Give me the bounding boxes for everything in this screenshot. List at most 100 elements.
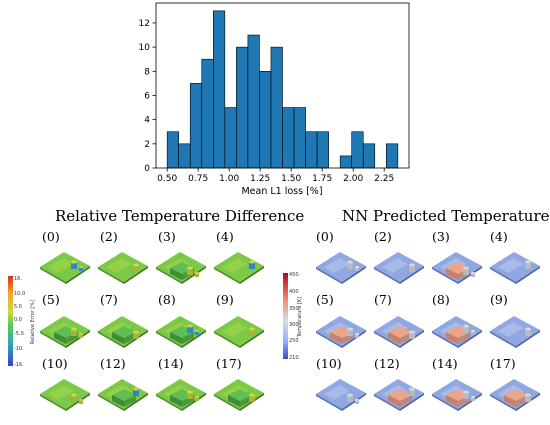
- plate-side-edge: [342, 266, 366, 284]
- component-block-top: [446, 389, 470, 401]
- component-cylinder-body: [79, 267, 83, 271]
- error-plate-render: [40, 379, 90, 411]
- plate-front-edge: [98, 267, 124, 284]
- plate-highlight: [440, 258, 466, 273]
- plate-front-edge: [98, 331, 124, 348]
- plate-front-edge: [490, 331, 516, 348]
- histogram-bar: [386, 144, 398, 168]
- x-tick-label: 1.50: [281, 174, 301, 184]
- component-cylinder-top: [355, 399, 359, 401]
- plate-side-edge: [66, 393, 90, 411]
- plate-highlight: [164, 258, 190, 273]
- plate-renders: [40, 252, 540, 411]
- component-block-side: [458, 332, 470, 344]
- component-block-side: [400, 395, 412, 407]
- x-tick-label: 0.75: [188, 174, 208, 184]
- plate-side-edge: [458, 266, 482, 284]
- component-cylinder-top: [249, 394, 255, 397]
- component-cylinder-top: [79, 399, 83, 401]
- temperature-plate-render: [490, 316, 540, 348]
- plate-highlight: [324, 322, 350, 337]
- component-cylinder-top: [347, 261, 353, 264]
- temperature-plate-render: [432, 379, 482, 411]
- left-label-8: (8): [158, 292, 176, 307]
- component-cylinder-body: [471, 273, 475, 277]
- y-tick-label: 8: [144, 67, 150, 77]
- temperature-plate-render: [316, 316, 366, 348]
- left-label-12: (12): [100, 356, 126, 371]
- component-block-top: [330, 326, 354, 338]
- histogram-bar: [190, 83, 202, 168]
- histogram-bar: [236, 47, 248, 168]
- component-cylinder-body: [355, 267, 359, 271]
- component-block-top: [446, 262, 470, 274]
- plate-front-edge: [432, 267, 458, 284]
- component-block-top: [446, 326, 470, 338]
- component-block-top: [170, 262, 194, 274]
- plate-front-edge: [432, 394, 458, 411]
- plate-highlight: [382, 258, 408, 273]
- component-cylinder-top: [71, 261, 77, 264]
- component-block-front: [446, 332, 458, 344]
- component-cylinder-top: [79, 266, 83, 268]
- x-tick-label: 2.00: [343, 174, 363, 184]
- temperature-plate-render: [374, 252, 424, 284]
- component-block-side: [400, 332, 412, 344]
- plate-highlight: [222, 258, 248, 273]
- component-cylinder-body: [471, 397, 475, 401]
- plate-top-face: [432, 316, 482, 346]
- component-cylinder-body: [79, 334, 83, 338]
- plate-side-edge: [182, 330, 206, 348]
- component-block-side: [182, 268, 194, 280]
- component-cylinder-body: [249, 329, 255, 336]
- plate-highlight: [164, 385, 190, 400]
- component-cylinder-top: [471, 396, 475, 398]
- component-cylinder-body: [355, 334, 359, 338]
- plate-front-edge: [40, 267, 66, 284]
- left-label-7: (7): [100, 292, 118, 307]
- plate-side-edge: [516, 330, 540, 348]
- component-cylinder-body: [195, 397, 199, 401]
- component-block-side: [240, 395, 252, 407]
- y-tick-label: 0: [144, 164, 150, 174]
- plate-top-face: [98, 379, 148, 409]
- plate-side-edge: [516, 266, 540, 284]
- component-cylinder-top: [195, 272, 199, 274]
- histogram-bar: [271, 47, 283, 168]
- plate-side-edge: [342, 393, 366, 411]
- y-tick-label: 4: [144, 116, 150, 126]
- plate-top-face: [40, 252, 90, 282]
- right-label-8: (8): [432, 292, 450, 307]
- plate-top-face: [98, 316, 148, 346]
- component-block-side: [66, 332, 78, 344]
- component-block-top: [54, 326, 78, 338]
- component-block-side: [124, 332, 136, 344]
- component-cylinder-body: [249, 395, 255, 402]
- left-label-17: (17): [216, 356, 242, 371]
- component-cylinder-top: [525, 328, 531, 331]
- component-cylinder-top: [463, 267, 469, 270]
- plate-front-edge: [432, 331, 458, 348]
- right-colorbar: 450. 400 350 300 250 210. Temperature [K…: [283, 272, 303, 361]
- component-block-top: [228, 389, 252, 401]
- component-cylinder-top: [71, 394, 77, 397]
- plate-front-edge: [156, 331, 182, 348]
- plate-top-face: [156, 252, 206, 282]
- left-label-10: (10): [42, 356, 68, 371]
- temperature-plate-render: [316, 252, 366, 284]
- left-cbar-tick: -16.: [14, 362, 24, 368]
- plate-highlight: [324, 385, 350, 400]
- plate-front-edge: [316, 331, 342, 348]
- component-cylinder-body: [249, 262, 255, 269]
- component-cylinder-top: [79, 333, 83, 335]
- component-cylinder-body: [525, 262, 531, 269]
- component-cylinder-top: [187, 267, 193, 270]
- right-label-3: (3): [432, 229, 450, 244]
- plate-top-face: [40, 379, 90, 409]
- component-cylinder-top: [347, 394, 353, 397]
- plate-top-face: [374, 316, 424, 346]
- plate-front-edge: [214, 267, 240, 284]
- plate-top-face: [156, 316, 206, 346]
- plate-top-face: [490, 379, 540, 409]
- right-label-9: (9): [490, 292, 508, 307]
